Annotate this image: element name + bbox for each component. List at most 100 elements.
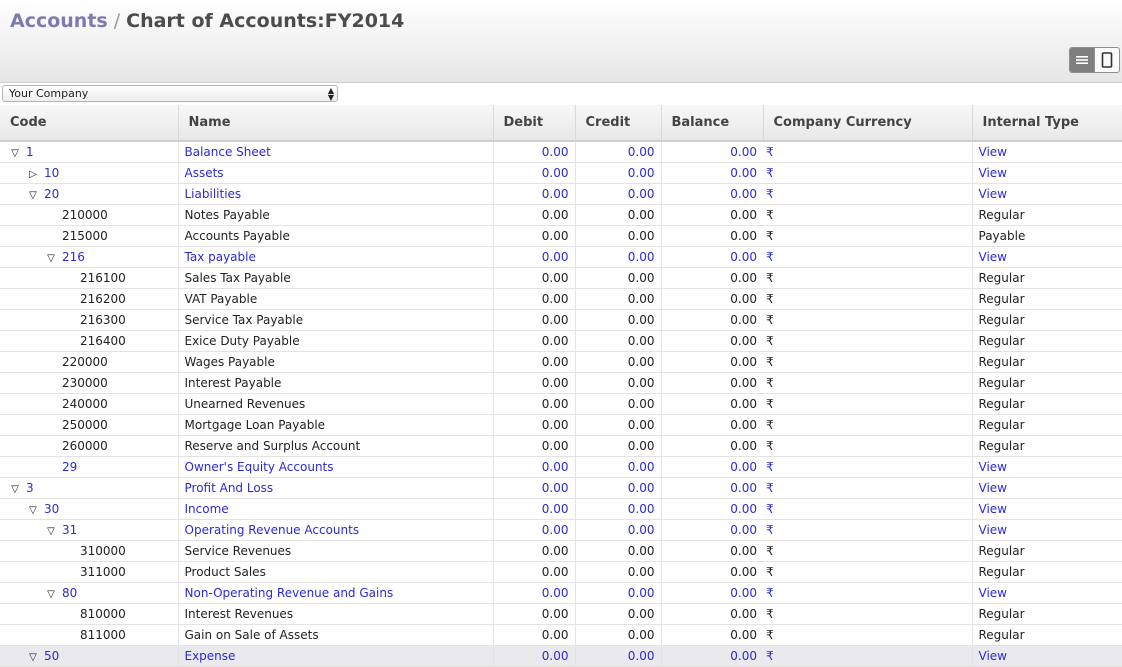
view-switcher <box>1069 47 1120 73</box>
cell-balance: 0.00 <box>661 141 763 163</box>
cell-debit: 0.00 <box>493 141 576 163</box>
collapse-arrow-icon[interactable]: ▽ <box>29 504 37 516</box>
cell-credit: 0.00 <box>575 162 662 184</box>
column-header-debit[interactable]: Debit <box>493 105 576 142</box>
table-row[interactable]: 240000 Unearned Revenues 0.00 0.00 0.00 ₹ Regu… <box>0 393 1122 415</box>
table-row[interactable]: ▽ 30 Income 0.00 0.00 0.00 ₹ View <box>0 498 1122 520</box>
cell-name: Profit And Loss <box>177 477 494 499</box>
column-header-name[interactable]: Name <box>178 105 494 142</box>
table-row[interactable]: 230000 Interest Payable 0.00 0.00 0.00 ₹ Regul… <box>0 372 1122 394</box>
table-row[interactable]: 810000 Interest Revenues 0.00 0.00 0.00 ₹ Regu… <box>0 603 1122 625</box>
cell-currency: ₹ <box>763 456 973 478</box>
cell-debit: 0.00 <box>493 330 576 352</box>
column-header-code[interactable]: Code <box>0 105 179 142</box>
cell-debit: 0.00 <box>493 540 576 562</box>
cell-credit: 0.00 <box>575 435 662 457</box>
cell-code: 220000 <box>0 351 178 373</box>
column-header-credit[interactable]: Credit <box>575 105 662 142</box>
column-header-balance[interactable]: Balance <box>661 105 764 142</box>
collapse-arrow-icon[interactable]: ▽ <box>29 651 37 663</box>
cell-code: 216400 <box>0 330 178 352</box>
cell-credit: 0.00 <box>575 393 662 415</box>
table-row[interactable]: ▽ 216 Tax payable 0.00 0.00 0.00 ₹ View <box>0 246 1122 268</box>
cell-debit: 0.00 <box>493 477 576 499</box>
account-code: 1 <box>26 144 34 159</box>
cell-name: Service Tax Payable <box>177 309 494 331</box>
table-row[interactable]: 210000 Notes Payable 0.00 0.00 0.00 ₹ Regular <box>0 204 1122 226</box>
cell-balance: 0.00 <box>661 351 763 373</box>
cell-credit: 0.00 <box>575 330 662 352</box>
table-row[interactable]: ▽ 20 Liabilities 0.00 0.00 0.00 ₹ View <box>0 183 1122 205</box>
table-row[interactable]: 216400 Exice Duty Payable 0.00 0.00 0.00 ₹ Reg… <box>0 330 1122 352</box>
cell-balance: 0.00 <box>661 267 763 289</box>
collapse-arrow-icon[interactable]: ▽ <box>47 525 55 537</box>
table-row[interactable]: 216200 VAT Payable 0.00 0.00 0.00 ₹ Regular <box>0 288 1122 310</box>
cell-debit: 0.00 <box>493 183 576 205</box>
table-row[interactable]: 811000 Gain on Sale of Assets 0.00 0.00 0.00… <box>0 624 1122 646</box>
account-code: 216400 <box>80 333 126 348</box>
cell-name: Owner's Equity Accounts <box>177 456 494 478</box>
table-row[interactable]: 220000 Wages Payable 0.00 0.00 0.00 ₹ Regular <box>0 351 1122 373</box>
form-view-button[interactable] <box>1094 48 1119 72</box>
table-row[interactable]: 311000 Product Sales 0.00 0.00 0.00 ₹ Regular <box>0 561 1122 583</box>
cell-internal-type: Regular <box>972 414 1122 436</box>
collapse-arrow-icon[interactable]: ▽ <box>29 189 37 201</box>
account-code: 216300 <box>80 312 126 327</box>
cell-credit: 0.00 <box>575 225 662 247</box>
cell-code: 216100 <box>0 267 178 289</box>
account-code: 215000 <box>62 228 108 243</box>
cell-currency: ₹ <box>763 162 973 184</box>
cell-currency: ₹ <box>763 414 973 436</box>
cell-internal-type: Regular <box>972 624 1122 646</box>
table-header-row: Code Name Debit Credit Balance Company C… <box>0 105 1122 142</box>
breadcrumb-accounts-link[interactable]: Accounts <box>10 10 108 32</box>
table-row[interactable]: 216300 Service Tax Payable 0.00 0.00 0.00 ₹ Re… <box>0 309 1122 331</box>
list-icon <box>1076 56 1088 64</box>
cell-name: Tax payable <box>177 246 494 268</box>
table-row[interactable]: ▽ 80 Non-Operating Revenue and Gains 0.00 0.… <box>0 582 1122 604</box>
table-row[interactable]: 216100 Sales Tax Payable 0.00 0.00 0.00 ₹ Regu… <box>0 267 1122 289</box>
company-select[interactable]: Your Company ▲ ▼ <box>2 85 338 102</box>
collapse-arrow-icon[interactable]: ▽ <box>47 252 55 264</box>
cell-name: Accounts Payable <box>177 225 494 247</box>
table-row[interactable]: 215000 Accounts Payable 0.00 0.00 0.00 ₹ Payab… <box>0 225 1122 247</box>
cell-name: Service Revenues <box>177 540 494 562</box>
column-header-internal-type[interactable]: Internal Type <box>972 105 1122 142</box>
table-row[interactable]: ▽ 1 Balance Sheet 0.00 0.00 0.00 ₹ View <box>0 141 1122 163</box>
cell-name: Exice Duty Payable <box>177 330 494 352</box>
expand-arrow-icon[interactable]: ▷ <box>29 168 37 180</box>
cell-debit: 0.00 <box>493 435 576 457</box>
account-code: 260000 <box>62 438 108 453</box>
table-row[interactable]: ▽ 31 Operating Revenue Accounts 0.00 0.00 0.0… <box>0 519 1122 541</box>
cell-currency: ₹ <box>763 372 973 394</box>
table-row[interactable]: ▽ 50 Expense 0.00 0.00 0.00 ₹ View <box>0 645 1122 667</box>
cell-internal-type: View <box>972 645 1122 667</box>
collapse-arrow-icon[interactable]: ▽ <box>11 147 19 159</box>
table-row[interactable]: 29 Owner's Equity Accounts 0.00 0.00 0.00 ₹ Vi… <box>0 456 1122 478</box>
cell-balance: 0.00 <box>661 519 763 541</box>
cell-internal-type: View <box>972 456 1122 478</box>
cell-name: Wages Payable <box>177 351 494 373</box>
table-row[interactable]: ▷ 10 Assets 0.00 0.00 0.00 ₹ View <box>0 162 1122 184</box>
accounts-table: Code Name Debit Credit Balance Company C… <box>0 105 1122 667</box>
cell-name: Non-Operating Revenue and Gains <box>177 582 494 604</box>
cell-internal-type: View <box>972 477 1122 499</box>
table-row[interactable]: 250000 Mortgage Loan Payable 0.00 0.00 0.00 ₹… <box>0 414 1122 436</box>
cell-credit: 0.00 <box>575 183 662 205</box>
collapse-arrow-icon[interactable]: ▽ <box>11 483 19 495</box>
cell-balance: 0.00 <box>661 309 763 331</box>
account-code: 50 <box>44 648 60 663</box>
list-view-button[interactable] <box>1070 48 1094 72</box>
table-row[interactable]: 260000 Reserve and Surplus Account 0.00 0.0… <box>0 435 1122 457</box>
cell-name: Income <box>177 498 494 520</box>
column-header-company-currency[interactable]: Company Currency <box>763 105 973 142</box>
cell-internal-type: Payable <box>972 225 1122 247</box>
table-row[interactable]: ▽ 3 Profit And Loss 0.00 0.00 0.00 ₹ View <box>0 477 1122 499</box>
cell-internal-type: Regular <box>972 351 1122 373</box>
table-row[interactable]: 310000 Service Revenues 0.00 0.00 0.00 ₹ Regul… <box>0 540 1122 562</box>
cell-code: 210000 <box>0 204 178 226</box>
collapse-arrow-icon[interactable]: ▽ <box>47 588 55 600</box>
cell-currency: ₹ <box>763 288 973 310</box>
cell-internal-type: Regular <box>972 204 1122 226</box>
cell-name: Operating Revenue Accounts <box>177 519 494 541</box>
